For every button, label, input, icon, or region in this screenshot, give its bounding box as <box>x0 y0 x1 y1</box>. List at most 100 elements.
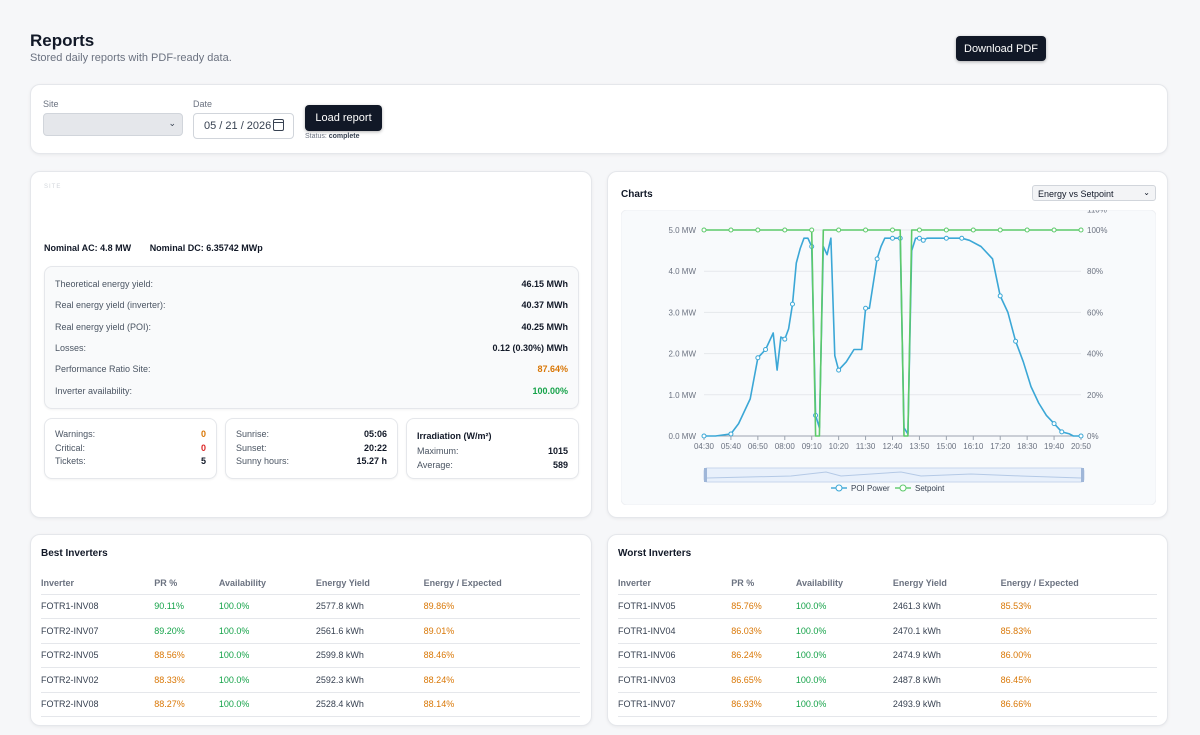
legend-label[interactable]: Setpoint <box>915 484 945 493</box>
inverter-name: FOTR2-INV08 <box>41 692 155 717</box>
table-row[interactable]: FOTR2-INV08 88.27% 100.0% 2528.4 kWh 88.14% <box>41 692 580 717</box>
inverter-name: FOTR2-INV05 <box>41 643 155 668</box>
yield-value: 0.12 (0.30%) MWh <box>492 342 568 353</box>
date-label: Date <box>193 99 213 109</box>
availability-value: 100.0% <box>795 594 893 619</box>
energy-yield-value: 2577.8 kWh <box>315 594 424 619</box>
nominal-capacity: Nominal AC: 4.8 MW Nominal DC: 6.35742 M… <box>44 243 279 253</box>
charts-card: Charts Energy vs Setpoint ⌄ 0.0 MW 1.0 MW… <box>607 171 1168 518</box>
y-left-tick-label: 0.0 MW <box>668 432 696 441</box>
x-tick-label: 13:50 <box>909 442 930 451</box>
stat-value: 20:22 <box>363 442 387 453</box>
download-pdf-button[interactable]: Download PDF <box>956 36 1046 61</box>
energy-expected-value: 86.00% <box>1000 643 1157 668</box>
availability-value: 100.0% <box>218 594 316 619</box>
energy-yield-value: 2493.9 kWh <box>892 692 1001 717</box>
worst-inverters-table: Inverter PR % Availability Energy Yield Ener… <box>618 572 1157 717</box>
setpoint-point <box>836 227 842 233</box>
poi-power-point <box>728 431 734 437</box>
availability-value: 100.0% <box>218 667 316 693</box>
energy-yield-value: 2470.1 kWh <box>892 618 1001 644</box>
status-value: complete <box>328 133 360 140</box>
site-label: Site <box>43 99 59 109</box>
chart-background <box>621 210 1156 505</box>
poi-power-point <box>1051 421 1057 427</box>
zoom-slider[interactable] <box>703 467 1085 483</box>
zoom-handle-left[interactable] <box>704 468 707 482</box>
poi-power-point <box>763 346 769 352</box>
date-input[interactable]: 05 / 21 / 2026 <box>193 113 294 139</box>
y-right-tick-label: 40% <box>1087 350 1103 359</box>
table-header-row: Inverter PR % Availability Energy Yield Ener… <box>41 572 580 595</box>
pr-value: 86.65% <box>731 667 796 693</box>
site-select[interactable]: ⌄ <box>43 113 183 136</box>
table-row[interactable]: FOTR2-INV02 88.33% 100.0% 2592.3 kWh 88.24% <box>41 667 580 693</box>
chevron-down-icon: ⌄ <box>1143 188 1150 197</box>
yield-value: 40.25 MWh <box>521 321 568 332</box>
zoom-handle-right[interactable] <box>1081 468 1084 482</box>
yield-value: 100.00% <box>532 385 568 396</box>
energy-yield-box: Theoretical energy yield: 46.15 MWh Real e… <box>44 266 579 409</box>
poi-power-point <box>916 235 922 241</box>
availability-value: 100.0% <box>218 692 316 717</box>
chart-type-select[interactable]: Energy vs Setpoint ⌄ <box>1032 185 1156 201</box>
energy-yield-value: 2487.8 kWh <box>892 667 1001 693</box>
setpoint-point <box>943 227 949 233</box>
poi-power-point <box>920 237 926 243</box>
poi-power-point <box>943 235 949 241</box>
poi-power-point <box>789 301 795 307</box>
column-header: Availability <box>218 572 316 595</box>
table-row[interactable]: FOTR1-INV07 86.93% 100.0% 2493.9 kWh 86.66% <box>618 692 1157 717</box>
table-row[interactable]: FOTR1-INV04 86.03% 100.0% 2470.1 kWh 85.83% <box>618 618 1157 644</box>
poi-power-point <box>997 293 1003 299</box>
x-tick-label: 11:30 <box>856 442 876 451</box>
stat-label: Maximum: <box>417 446 459 456</box>
table-row[interactable]: FOTR1-INV06 86.24% 100.0% 2474.9 kWh 86.00% <box>618 643 1157 668</box>
poi-power-point <box>1078 433 1084 439</box>
column-header: Energy Yield <box>315 572 424 595</box>
energy-expected-value: 86.66% <box>1000 692 1157 717</box>
table-row[interactable]: FOTR2-INV07 89.20% 100.0% 2561.6 kWh 89.01% <box>41 618 580 644</box>
nominal-dc: Nominal DC: 6.35742 MWp <box>149 243 263 253</box>
site-section-label: SITE <box>44 184 62 190</box>
inverter-name: FOTR1-INV07 <box>618 692 732 717</box>
best-inverters-card: Best Inverters Inverter PR % Availability E… <box>30 534 592 726</box>
energy-yield-value: 2561.6 kWh <box>315 618 424 644</box>
sun-box: Sunrise: 05:06 Sunset: 20:22 Sunny hours: 15.… <box>225 418 398 479</box>
table-row[interactable]: FOTR1-INV03 86.65% 100.0% 2487.8 kWh 86.45% <box>618 667 1157 693</box>
stat-label: Critical: <box>55 442 86 453</box>
site-summary-card: SITE Nominal AC: 4.8 MW Nominal DC: 6.35… <box>30 171 592 518</box>
stat-label: Sunset: <box>236 442 267 453</box>
yield-row: Inverter availability: 100.00% <box>55 386 568 400</box>
stat-value: 0 <box>200 429 206 439</box>
legend-label[interactable]: POI Power <box>851 484 890 493</box>
chevron-down-icon: ⌄ <box>168 118 176 128</box>
stat-value: 1015 <box>547 446 568 456</box>
pr-value: 90.11% <box>154 594 219 619</box>
pr-value: 86.03% <box>731 618 796 644</box>
table-row[interactable]: FOTR1-INV05 85.76% 100.0% 2461.3 kWh 85.53% <box>618 594 1157 619</box>
calendar-icon[interactable] <box>273 119 284 131</box>
zoom-slider-track[interactable] <box>703 467 1085 483</box>
table-row[interactable]: FOTR2-INV05 88.56% 100.0% 2599.8 kWh 88.46% <box>41 643 580 668</box>
setpoint-point <box>970 227 976 233</box>
y-right-tick-label: 110% <box>1087 210 1107 214</box>
page-subtitle: Stored daily reports with PDF-ready data… <box>30 52 232 64</box>
yield-label: Theoretical energy yield: <box>55 279 154 289</box>
setpoint-point <box>1078 227 1084 233</box>
x-tick-label: 18:30 <box>1017 442 1038 451</box>
column-header: Availability <box>795 572 893 595</box>
yield-label: Performance Ratio Site: <box>55 364 151 375</box>
load-report-button[interactable]: Load report <box>305 105 382 131</box>
worst-inverters-title: Worst Inverters <box>618 548 692 559</box>
availability-value: 100.0% <box>795 692 893 717</box>
column-header: Energy Yield <box>892 572 1001 595</box>
table-row[interactable]: FOTR1-INV08 90.11% 100.0% 2577.8 kWh 89.86% <box>41 594 580 619</box>
yield-row: Losses: 0.12 (0.30%) MWh <box>55 343 568 357</box>
inverter-name: FOTR2-INV07 <box>41 618 155 644</box>
inverter-name: FOTR1-INV05 <box>618 594 732 619</box>
energy-expected-value: 85.83% <box>1000 618 1157 644</box>
legend-marker <box>835 484 843 492</box>
legend-marker <box>899 484 907 492</box>
energy-expected-value: 89.86% <box>423 594 580 619</box>
